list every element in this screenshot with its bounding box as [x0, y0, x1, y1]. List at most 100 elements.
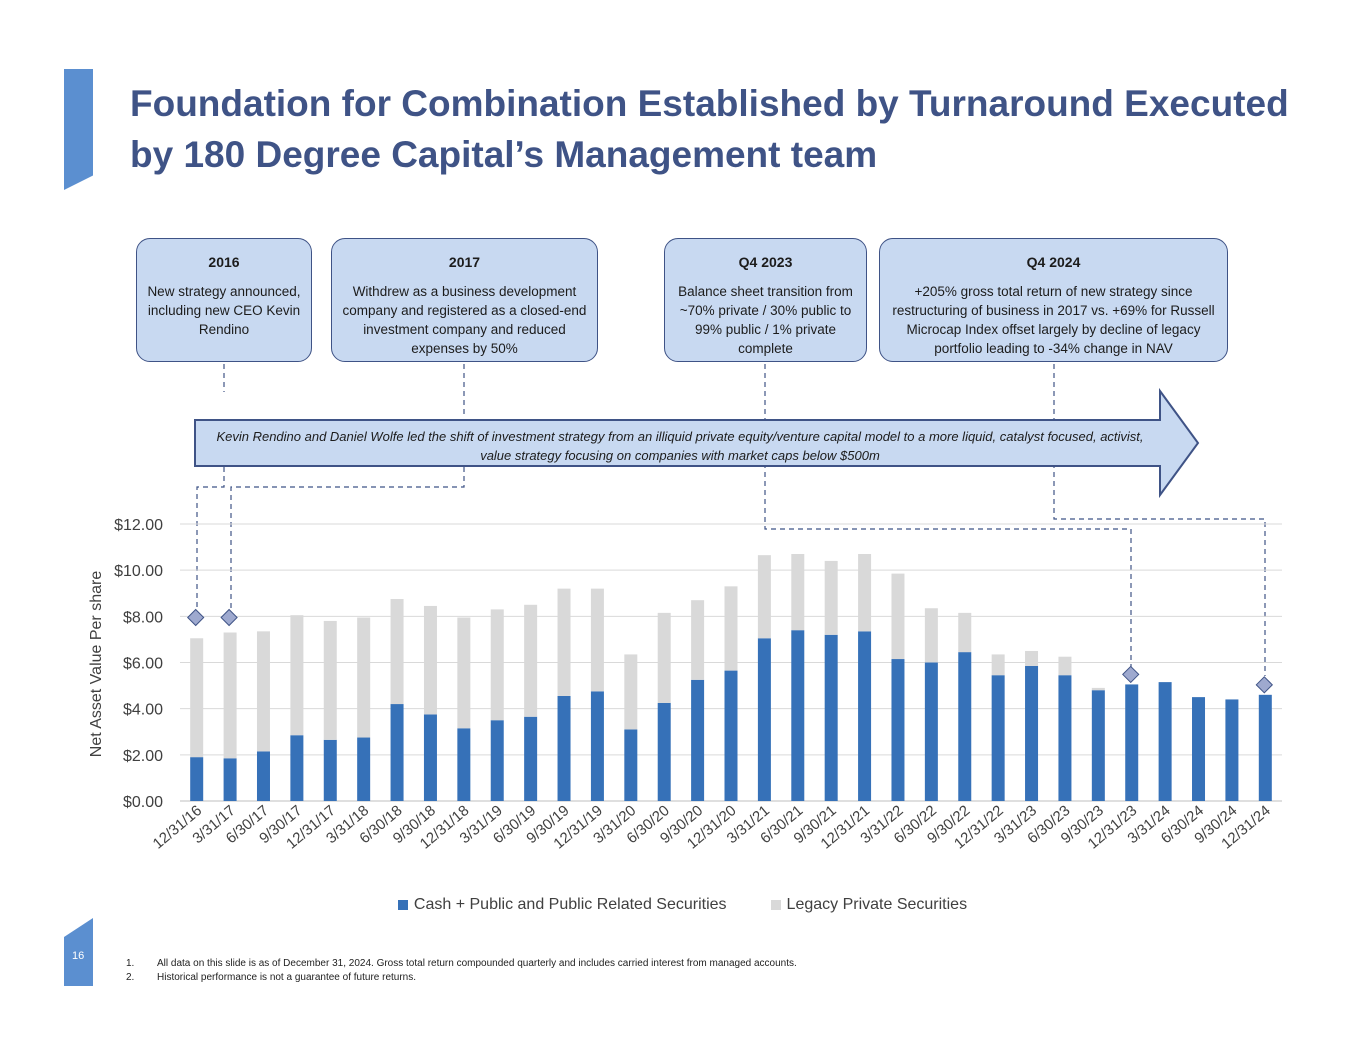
bar-private [991, 654, 1005, 676]
bar-public [490, 720, 504, 801]
bar-public [323, 739, 337, 801]
milestone-marker [186, 608, 205, 627]
arrow-banner-text: Kevin Rendino and Daniel Wolfe led the s… [216, 429, 1144, 463]
bar-private [791, 554, 805, 631]
bar-public [1025, 665, 1039, 801]
chart-legend: Cash + Public and Public Related Securit… [0, 896, 1365, 914]
bar-private [824, 560, 838, 635]
bar-private [457, 617, 471, 729]
callout-2017: 2017 Withdrew as a business development … [331, 238, 598, 362]
bar-public [390, 704, 404, 801]
bar-private [323, 620, 337, 740]
bar-public [557, 695, 571, 801]
milestone-marker [1122, 665, 1140, 684]
page-title: Foundation for Combination Established b… [130, 83, 1289, 175]
bar-private [423, 605, 437, 715]
bar-public [1258, 694, 1272, 801]
bar-private [757, 555, 771, 639]
title-accent-bar [64, 69, 93, 190]
footnote-text: All data on this slide is as of December… [157, 958, 797, 969]
bar-public [691, 679, 705, 801]
y-tick-label: $8.00 [123, 609, 163, 626]
bar-public [858, 631, 872, 801]
bar-private [1058, 656, 1072, 676]
y-tick-label: $6.00 [123, 656, 163, 673]
bar-public [423, 714, 437, 801]
milestone-marker [1255, 676, 1274, 694]
callout-heading: 2016 [208, 254, 240, 270]
strategy-arrow-banner [194, 387, 1200, 499]
bar-public [624, 729, 638, 801]
bar-public [958, 652, 972, 801]
bar-public [290, 735, 304, 801]
legend-item-public: Cash + Public and Public Related Securit… [397, 896, 727, 914]
y-tick-label: $4.00 [123, 702, 163, 719]
callout-2016: 2016 New strategy announced, including n… [136, 238, 312, 362]
bar-public [724, 670, 738, 801]
footnote-text: Historical performance is not a guarante… [157, 972, 417, 983]
bar-private [256, 631, 270, 752]
callout-heading: Q4 2023 [738, 254, 793, 270]
legend-label-public: Cash + Public and Public Related Securit… [413, 896, 727, 913]
connector-q4-2024 [1053, 364, 1266, 676]
bar-public [791, 630, 805, 801]
connector-2017-bottom [230, 467, 465, 610]
footnote-number: 1. [126, 958, 135, 969]
bar-private [858, 554, 872, 632]
bar-private [891, 573, 905, 660]
bar-public [924, 662, 938, 801]
callout-body: Balance sheet transition from ~70% priva… [678, 284, 853, 356]
callout-heading: Q4 2024 [1026, 254, 1081, 270]
legend-item-private: Legacy Private Securities [770, 896, 968, 914]
bar-public [991, 675, 1005, 801]
bar-private [1025, 650, 1039, 666]
bar-public [1125, 684, 1139, 801]
bar-public [190, 757, 204, 801]
callout-q4-2024: Q4 2024 +205% gross total return of new … [879, 238, 1228, 362]
footnote: 2. Historical performance is not a guara… [126, 971, 797, 985]
bar-private [624, 654, 638, 730]
y-tick-label: $0.00 [123, 794, 163, 811]
bar-public [223, 758, 237, 801]
y-axis-label: Net Asset Value Per share [88, 571, 105, 758]
callout-heading: 2017 [448, 254, 481, 270]
bar-public [891, 659, 905, 801]
y-tick-label: $2.00 [123, 748, 163, 765]
bar-public [1192, 697, 1206, 801]
bar-public [757, 638, 771, 801]
callout-body: New strategy announced, including new CE… [147, 284, 301, 337]
callout-body: +205% gross total return of new strategy… [892, 284, 1215, 356]
bar-public [256, 751, 270, 801]
bar-public [1091, 690, 1105, 801]
legend-swatch-public [397, 900, 408, 910]
milestone-marker [220, 608, 238, 627]
legend-swatch-private [770, 900, 781, 910]
callout-body: Withdrew as a business development compa… [342, 284, 587, 356]
bar-private [290, 615, 304, 736]
bar-private [524, 604, 538, 717]
callout-q4-2023: Q4 2023 Balance sheet transition from ~7… [664, 238, 867, 362]
bar-public [457, 728, 471, 801]
legend-label-private: Legacy Private Securities [786, 896, 968, 913]
bar-private [724, 586, 738, 671]
bar-public [357, 737, 371, 801]
connector-q4-2023 [764, 364, 1132, 668]
connector-2016-bottom [196, 467, 225, 610]
footnote-number: 2. [126, 972, 135, 983]
bar-private [190, 638, 204, 758]
bar-private [590, 588, 604, 692]
bar-public [590, 691, 604, 801]
bar-private [958, 612, 972, 653]
bar-public [524, 716, 538, 801]
bar-private [223, 632, 237, 759]
bar-public [824, 634, 838, 801]
bar-public [1158, 682, 1172, 801]
bar-private [657, 612, 671, 703]
bar-public [1225, 699, 1239, 801]
bar-private [490, 609, 504, 721]
bar-public [1058, 675, 1072, 801]
bar-private [357, 617, 371, 738]
y-tick-label: $12.00 [114, 517, 163, 534]
page-number: 16 [72, 950, 85, 962]
